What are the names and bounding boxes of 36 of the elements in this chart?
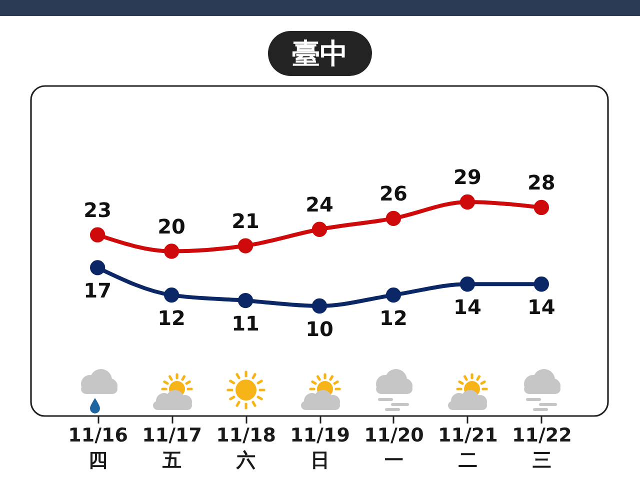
data-label: 14 bbox=[454, 295, 482, 320]
x-tick-label: 11/21 二 bbox=[438, 424, 498, 472]
data-label: 12 bbox=[380, 306, 408, 330]
x-tick-label: 11/22 三 bbox=[512, 424, 572, 472]
data-label: 12 bbox=[158, 306, 186, 330]
data-label: 24 bbox=[306, 192, 334, 216]
point bbox=[312, 222, 328, 237]
point bbox=[386, 287, 402, 303]
x-tick-label: 11/16 四 bbox=[68, 424, 128, 472]
point bbox=[164, 287, 180, 303]
chart-title: 臺中 bbox=[268, 31, 372, 76]
point bbox=[90, 260, 106, 276]
data-label: 10 bbox=[306, 317, 334, 341]
point bbox=[534, 276, 550, 292]
data-label: 28 bbox=[528, 170, 556, 194]
data-label: 29 bbox=[454, 165, 482, 189]
data-label: 26 bbox=[380, 181, 408, 206]
point bbox=[534, 200, 550, 216]
data-label: 14 bbox=[528, 295, 556, 320]
x-tick-label: 11/17 五 bbox=[142, 424, 202, 472]
data-label: 11 bbox=[232, 312, 260, 336]
point bbox=[386, 210, 402, 226]
x-tick-label: 11/20 一 bbox=[364, 424, 424, 472]
data-label: 21 bbox=[232, 208, 260, 233]
point bbox=[460, 194, 476, 210]
point bbox=[312, 298, 328, 314]
data-label: 20 bbox=[158, 214, 186, 238]
point bbox=[238, 238, 254, 254]
point bbox=[164, 244, 180, 259]
x-tick-label: 11/19 日 bbox=[290, 424, 350, 472]
point bbox=[90, 227, 106, 242]
point bbox=[460, 276, 476, 292]
x-tick-label: 11/18 六 bbox=[216, 424, 276, 472]
data-label: 23 bbox=[84, 198, 112, 222]
data-label: 17 bbox=[84, 278, 112, 303]
point bbox=[238, 292, 254, 308]
